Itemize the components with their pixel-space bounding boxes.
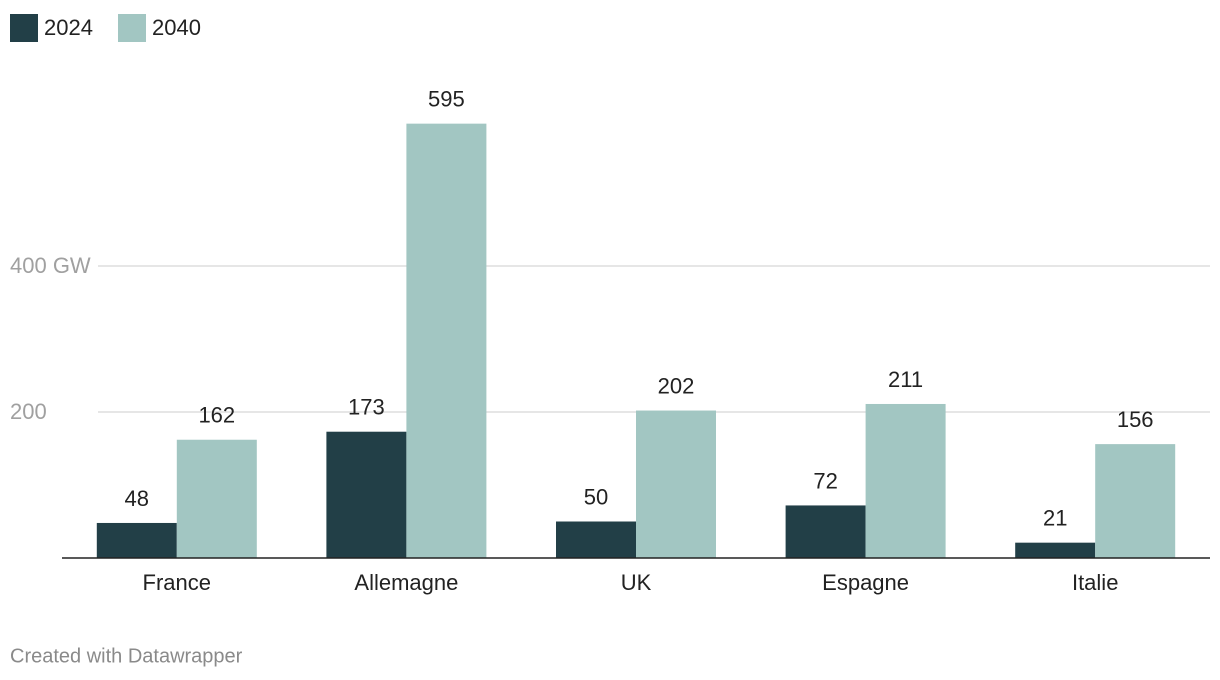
value-label: 48 bbox=[125, 486, 149, 511]
x-tick-label: Italie bbox=[1072, 570, 1118, 595]
y-tick-label: 200 bbox=[10, 399, 47, 424]
footer: Created with Datawrapper bbox=[10, 645, 243, 667]
legend-label: 2040 bbox=[152, 15, 201, 40]
value-label: 162 bbox=[198, 403, 235, 428]
bar bbox=[865, 403, 946, 558]
bar bbox=[785, 505, 866, 558]
bar bbox=[406, 123, 487, 559]
bar bbox=[636, 410, 716, 558]
x-tick-label: France bbox=[143, 570, 211, 595]
value-label: 595 bbox=[428, 86, 465, 111]
value-label: 72 bbox=[813, 468, 837, 493]
value-label: 50 bbox=[584, 484, 608, 509]
value-label: 202 bbox=[658, 373, 695, 398]
x-tick-label: Espagne bbox=[822, 570, 909, 595]
bar bbox=[556, 521, 636, 558]
value-label: 21 bbox=[1043, 505, 1067, 530]
legend-swatch bbox=[118, 14, 146, 42]
bar bbox=[96, 522, 177, 558]
value-label: 211 bbox=[888, 367, 923, 392]
x-tick-label: UK bbox=[621, 570, 652, 595]
y-tick-label: 400 GW bbox=[10, 253, 91, 278]
x-tick-label: Allemagne bbox=[354, 570, 458, 595]
bar bbox=[1015, 542, 1096, 558]
legend-label: 2024 bbox=[44, 15, 93, 40]
legend-swatch bbox=[10, 14, 38, 42]
bar bbox=[176, 439, 257, 558]
bar bbox=[326, 431, 407, 558]
value-label: 156 bbox=[1117, 407, 1154, 432]
bar bbox=[1095, 444, 1176, 558]
value-label: 173 bbox=[348, 395, 385, 420]
